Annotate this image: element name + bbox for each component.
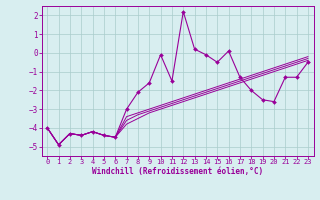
X-axis label: Windchill (Refroidissement éolien,°C): Windchill (Refroidissement éolien,°C) <box>92 167 263 176</box>
